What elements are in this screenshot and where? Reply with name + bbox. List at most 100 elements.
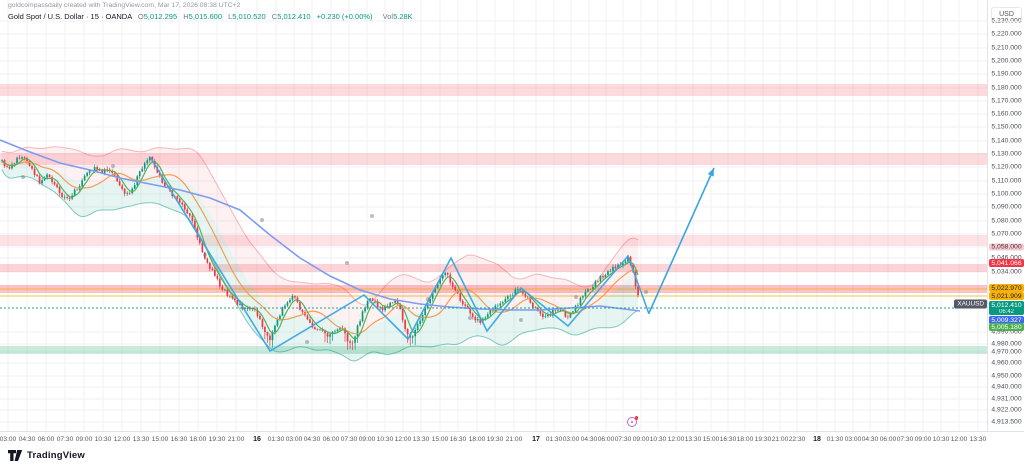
time-label: 18:00: [189, 436, 207, 443]
economic-event-icon[interactable]: [627, 416, 638, 427]
currency-button[interactable]: USD: [991, 7, 1022, 22]
time-label: 13:30: [684, 436, 702, 443]
price-tick: 4,940.000: [991, 383, 1022, 391]
price-tick: 4,960.000: [991, 359, 1022, 367]
time-label: 04:30: [303, 436, 321, 443]
price-tick: 4,913.500: [991, 418, 1022, 426]
tradingview-logo-text: TradingView: [27, 450, 85, 461]
symbol-title[interactable]: Gold Spot / U.S. Dollar: [8, 12, 84, 21]
time-label: 21:00: [505, 436, 523, 443]
time-label: 21:00: [227, 436, 245, 443]
time-label: 16:30: [719, 436, 737, 443]
time-label: 01:30: [826, 436, 844, 443]
tradingview-logo[interactable]: TradingView: [8, 448, 85, 463]
price-tick: 5,110.000: [991, 177, 1022, 185]
price-tick: 4,922.000: [991, 406, 1022, 414]
time-label: 10:30: [932, 436, 950, 443]
logo-bar: TradingView: [0, 448, 1024, 463]
chart-canvas[interactable]: [0, 0, 987, 431]
time-label: 10:30: [376, 436, 394, 443]
price-tick: 5,210.000: [991, 44, 1022, 52]
time-label: 12:00: [667, 436, 685, 443]
price-tick: 5,170.000: [991, 97, 1022, 105]
price-tick: 4,950.000: [991, 372, 1022, 380]
price-level-badge: 5,009.327: [989, 316, 1024, 324]
symbol-legend: Gold Spot / U.S. Dollar · 15 · OANDA O5,…: [8, 12, 413, 21]
time-label: 06:00: [37, 436, 55, 443]
time-label: 19:30: [754, 436, 772, 443]
time-label: 12:00: [113, 436, 131, 443]
time-label: 18:00: [468, 436, 486, 443]
time-label: 19:30: [486, 436, 504, 443]
time-label: 03:00: [0, 436, 17, 443]
price-tick: 5,090.000: [991, 203, 1022, 211]
time-label: 09:00: [75, 436, 93, 443]
price-tick: 5,046.000: [991, 254, 1022, 262]
last-price-badge: 5,012.410 06:42: [989, 301, 1024, 315]
open-value: 5,012.295: [143, 12, 178, 21]
low-value: 5,010.520: [232, 12, 266, 21]
price-tick: 5,120.000: [991, 163, 1022, 171]
price-tick: 5,058.000: [989, 243, 1024, 251]
time-label: 04:30: [580, 436, 598, 443]
time-label: 16:30: [170, 436, 188, 443]
time-label: 13:30: [969, 436, 987, 443]
time-label: 15:00: [151, 436, 169, 443]
time-label: 12:00: [950, 436, 968, 443]
price-tick: 5,190.000: [991, 70, 1022, 78]
time-label: 18:00: [736, 436, 754, 443]
time-label: 13:30: [132, 436, 150, 443]
time-label: 07:30: [614, 436, 632, 443]
close-value: 5,012.410: [277, 12, 311, 21]
price-tick: 5,130.000: [991, 150, 1022, 158]
time-label: 01:30: [545, 436, 563, 443]
time-label: 09:00: [632, 436, 650, 443]
close-label: C: [271, 12, 278, 21]
time-label: 22:30: [788, 436, 806, 443]
symbol-meta: · 15 · OANDA: [85, 12, 132, 21]
tradingview-logo-icon: [8, 450, 23, 461]
time-axis[interactable]: 03:00 04:30 06:00 07:30 09:00 10:30 12:00 13:30…: [0, 431, 1024, 449]
time-label: 13:30: [412, 436, 430, 443]
time-label: 06:00: [322, 436, 340, 443]
time-label: 09:00: [914, 436, 932, 443]
price-level-badge: 5,022.970: [989, 284, 1024, 292]
time-label: 09:00: [358, 436, 376, 443]
time-label: 03:00: [285, 436, 303, 443]
time-label: 06:00: [597, 436, 615, 443]
price-tick: 5,070.000: [991, 230, 1022, 238]
time-label: 04:30: [18, 436, 36, 443]
high-label: H: [183, 12, 189, 21]
time-label: 12:00: [394, 436, 412, 443]
time-label: 07:30: [896, 436, 914, 443]
time-label: 01:30: [267, 436, 285, 443]
price-tick: 5,080.000: [991, 217, 1022, 225]
price-tick: 5,150.000: [991, 123, 1022, 131]
time-label-day: 18: [813, 436, 821, 443]
time-label: 06:00: [879, 436, 897, 443]
time-label: 16:30: [449, 436, 467, 443]
open-label: O: [137, 12, 144, 21]
time-label: 19:30: [208, 436, 226, 443]
price-level-badge: 5,021.909: [989, 292, 1024, 300]
time-label: 21:00: [771, 436, 789, 443]
price-tick: 5,220.000: [991, 30, 1022, 38]
price-level-badge: 5,005.180: [989, 323, 1024, 331]
low-label: L: [228, 12, 233, 21]
price-level-badge: 5,041.066: [989, 259, 1024, 267]
price-tick: 5,180.000: [991, 84, 1022, 92]
time-label: 15:00: [431, 436, 449, 443]
price-tick: 4,931.000: [991, 395, 1022, 403]
watermark: goldcompassdaily created with TradingVie…: [8, 2, 241, 9]
price-axis[interactable]: 5,230.000 5,220.000 5,210.000 5,200.000 5,19…: [987, 0, 1024, 431]
time-label: 07:30: [56, 436, 74, 443]
time-label: 10:30: [94, 436, 112, 443]
price-tick: 5,160.000: [991, 110, 1022, 118]
time-label-day: 17: [532, 436, 540, 443]
time-label: 15:00: [702, 436, 720, 443]
price-tick: 5,200.000: [991, 57, 1022, 65]
time-label: 03:00: [562, 436, 580, 443]
time-label: 04:30: [861, 436, 879, 443]
price-tick: 5,100.000: [991, 190, 1022, 198]
